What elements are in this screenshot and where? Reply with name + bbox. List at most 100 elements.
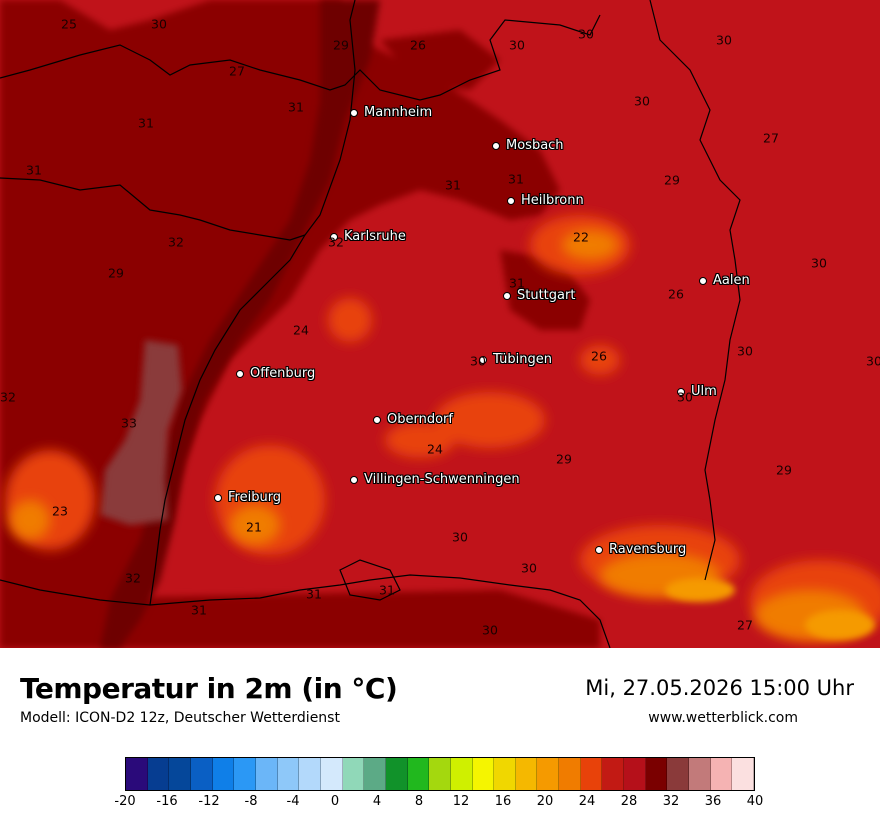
city-dot-icon (677, 387, 685, 396)
legend-swatch (602, 758, 625, 790)
legend-swatch (450, 758, 473, 790)
city-label: Aalen (713, 273, 750, 288)
legend-tick-label: 28 (620, 794, 638, 809)
region-borders (0, 0, 741, 648)
city-dot-icon (503, 291, 511, 300)
legend-tick-label: 4 (372, 794, 382, 809)
legend-tick-label: 20 (536, 794, 554, 809)
temperature-value: 30 (482, 622, 498, 638)
city-label: Stuttgart (517, 288, 576, 303)
city-label: Ulm (691, 384, 717, 399)
temperature-value: 27 (229, 63, 245, 79)
legend-swatch (559, 758, 581, 790)
temperature-value: 29 (108, 265, 124, 281)
temperature-value: 23 (52, 503, 68, 519)
legend-tick-label: 24 (578, 794, 596, 809)
legend-tick-label: -12 (198, 794, 220, 809)
city-marker: Mosbach (492, 138, 564, 153)
legend-swatch (624, 758, 646, 790)
temperature-value: 27 (737, 617, 753, 633)
peak-heat-layer (100, 340, 182, 525)
city-label: Mannheim (364, 105, 433, 120)
temperature-value: 24 (293, 322, 309, 338)
temperature-value: 31 (508, 171, 524, 187)
legend-swatch (494, 758, 516, 790)
legend-swatch (667, 758, 690, 790)
temperature-value: 26 (591, 348, 607, 364)
legend-swatch (212, 758, 235, 790)
legend-tick-label: 0 (330, 794, 340, 809)
temperature-value: 30 (151, 16, 167, 32)
city-label: Heilbronn (521, 193, 584, 208)
temperature-value: 26 (668, 286, 684, 302)
city-label: Mosbach (506, 138, 564, 153)
city-marker: Villingen-Schwenningen (350, 472, 520, 487)
map-title: Temperatur in 2m (in °C) (20, 672, 398, 705)
city-label: Tübingen (493, 352, 552, 367)
legend-tick-label: 40 (746, 794, 764, 809)
legend-swatch (429, 758, 451, 790)
legend-swatch (537, 758, 560, 790)
city-label: Freiburg (228, 490, 282, 505)
city-dot-icon (350, 475, 358, 484)
temperature-value: 31 (445, 177, 461, 193)
temperature-value: 30 (452, 529, 468, 545)
city-marker: Mannheim (350, 105, 432, 120)
temperature-value: 32 (125, 570, 141, 586)
city-dot-icon (330, 232, 338, 241)
city-marker: Heilbronn (507, 193, 584, 208)
city-marker: Ravensburg (595, 542, 686, 557)
city-label: Villingen-Schwenningen (364, 472, 520, 487)
temperature-map: Mannheim Mosbach Heilbronn Karlsruhe Aalen St… (0, 0, 880, 648)
temperature-value: 29 (776, 462, 792, 478)
city-marker: Oberndorf (373, 412, 453, 427)
temperature-value: 32 (0, 389, 16, 405)
legend-tick-label: -16 (156, 794, 178, 809)
temperature-value: 24 (427, 441, 443, 457)
legend-swatch (580, 758, 603, 790)
legend-swatch (710, 758, 733, 790)
legend-tick-label: -20 (114, 794, 136, 809)
legend-swatch (255, 758, 278, 790)
city-label: Ravensburg (609, 542, 687, 557)
legend-tick-label: 32 (662, 794, 680, 809)
temperature-value: 29 (664, 172, 680, 188)
temperature-value: 31 (379, 582, 395, 598)
temperature-value: 29 (333, 37, 349, 53)
temperature-value: 31 (138, 115, 154, 131)
temperature-value: 29 (556, 451, 572, 467)
temperature-value: 31 (288, 99, 304, 115)
temperature-value: 31 (306, 586, 322, 602)
temperature-value: 30 (470, 353, 486, 369)
legend-swatch (732, 758, 755, 790)
temperature-value: 32 (328, 234, 344, 250)
map-footer: Temperatur in 2m (in °C) Modell: ICON-D2… (0, 648, 880, 830)
legend-tick-label: 16 (494, 794, 512, 809)
temperature-value: 30 (578, 26, 594, 42)
city-label: Offenburg (250, 366, 316, 381)
temperature-value: 31 (191, 602, 207, 618)
legend-swatch (234, 758, 256, 790)
city-dot-icon (373, 415, 381, 424)
legend-swatch (645, 758, 668, 790)
city-label: Karlsruhe (344, 229, 406, 244)
legend-swatch (299, 758, 321, 790)
city-dot-icon (595, 545, 603, 554)
temperature-value: 30 (811, 255, 827, 271)
legend-swatch (689, 758, 711, 790)
temperature-value: 32 (168, 234, 184, 250)
city-marker: Ulm (677, 384, 717, 399)
forecast-datetime: Mi, 27.05.2026 15:00 Uhr (585, 676, 854, 700)
legend-swatch (472, 758, 495, 790)
website-link[interactable]: www.wetterblick.com (648, 710, 798, 726)
temperature-value: 27 (763, 130, 779, 146)
temperature-value: 25 (61, 16, 77, 32)
temperature-value: 22 (573, 229, 589, 245)
city-dot-icon (507, 196, 515, 205)
temperature-field (0, 0, 880, 648)
city-dot-icon (699, 276, 707, 285)
legend-tick-labels: -20 -16 -12 -8 -4 0 4 8 12 16 20 24 28 32 36 40 (114, 794, 763, 814)
temperature-value: 30 (716, 32, 732, 48)
city-label: Oberndorf (387, 412, 453, 427)
city-dot-icon (479, 355, 487, 364)
